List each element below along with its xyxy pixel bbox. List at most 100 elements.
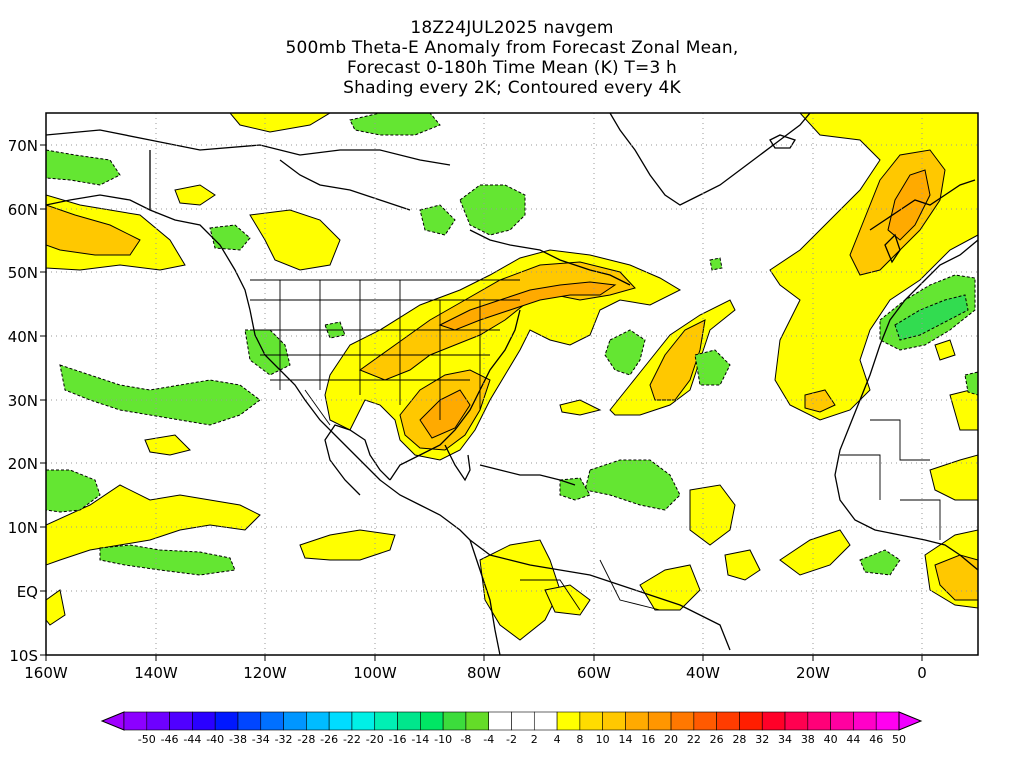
anomaly-region <box>604 329 646 376</box>
colorbar-swatch <box>351 711 376 731</box>
lat-label: EQ <box>17 583 38 601</box>
anomaly-region <box>804 389 836 413</box>
map-frame <box>45 112 979 656</box>
anomaly-region <box>144 434 191 456</box>
colorbar-label: 28 <box>732 733 746 746</box>
colorbar-swatch <box>306 711 330 731</box>
lat-label: 40N <box>8 328 38 346</box>
anomaly-region <box>724 549 761 581</box>
colorbar-swatch <box>602 711 626 731</box>
colorbar-label: 44 <box>846 733 860 746</box>
anomaly-region <box>46 469 101 513</box>
colorbar-label: -44 <box>183 733 201 746</box>
colorbar-label: -34 <box>252 733 270 746</box>
colorbar-label: 20 <box>664 733 678 746</box>
anomaly-region <box>99 544 236 576</box>
anomaly-region <box>894 294 969 341</box>
colorbar-label: -10 <box>434 733 452 746</box>
colorbar-label: -20 <box>366 733 384 746</box>
lon-label: 80W <box>467 664 501 682</box>
colorbar-swatch <box>465 711 490 731</box>
colorbar-swatch <box>214 711 239 731</box>
anomaly-region <box>689 484 736 546</box>
colorbar-swatch <box>488 711 512 731</box>
lat-label: 50N <box>8 264 38 282</box>
colorbar-swatch <box>853 711 877 731</box>
anomaly-region <box>459 184 526 236</box>
longitude-labels: 160W 140W 120W 100W 80W 60W 40W 20W 0 <box>24 664 927 682</box>
anomaly-region <box>419 204 456 236</box>
anomaly-region <box>59 364 261 426</box>
anomaly-region <box>229 113 331 133</box>
colorbar-swatch <box>374 711 398 731</box>
anomaly-region <box>694 349 731 386</box>
colorbar-swatch <box>169 711 193 731</box>
anomaly-region <box>299 529 396 561</box>
colorbar-label: -38 <box>229 733 247 746</box>
anomaly-region <box>964 371 978 396</box>
colorbar-label: 32 <box>755 733 769 746</box>
colorbar-swatch <box>670 711 695 731</box>
colorbar-arrow-right <box>898 711 923 731</box>
colorbar-label: 34 <box>778 733 792 746</box>
lon-label: 0 <box>917 664 927 682</box>
gridlines <box>46 113 978 655</box>
colorbar-label: -4 <box>483 733 494 746</box>
colorbar-label: -46 <box>161 733 179 746</box>
colorbar-label: 22 <box>687 733 701 746</box>
anomaly-region <box>929 454 978 501</box>
lat-label: 20N <box>8 455 38 473</box>
colorbar-label: 2 <box>531 733 538 746</box>
lon-label: 60W <box>577 664 611 682</box>
colorbar-label: -32 <box>275 733 293 746</box>
title-line-3: Forecast 0-180h Time Mean (K) T=3 h <box>346 58 678 78</box>
colorbar-label: -14 <box>411 733 429 746</box>
anomaly-region <box>639 564 701 611</box>
colorbar-label: 8 <box>576 733 583 746</box>
anomaly-region <box>249 209 341 271</box>
colorbar-swatch <box>875 711 900 731</box>
anomaly-region <box>859 549 901 576</box>
lat-label: 60N <box>8 201 38 219</box>
anomaly-region <box>174 184 216 206</box>
colorbar-swatch <box>192 711 216 731</box>
lon-label: 40W <box>686 664 720 682</box>
colorbar-swatch <box>123 711 148 731</box>
colorbar-swatch <box>511 711 535 731</box>
colorbar-swatch <box>397 711 421 731</box>
anomaly-region <box>46 484 261 566</box>
colorbar-label: -8 <box>460 733 471 746</box>
anomaly-region <box>209 224 251 251</box>
colorbar-label: -50 <box>138 733 156 746</box>
colorbar-label: 50 <box>892 733 906 746</box>
colorbar-swatch <box>830 711 854 731</box>
anomaly-region <box>584 459 681 511</box>
colorbar-label: -40 <box>206 733 224 746</box>
colorbar-swatch <box>693 711 717 731</box>
colorbar-label: -26 <box>320 733 338 746</box>
colorbar-swatch <box>420 711 444 731</box>
latitude-labels: 70N 60N 50N 40N 30N 20N 10N EQ 10S <box>8 137 38 665</box>
lat-label: 10S <box>9 647 38 665</box>
title-line-4: Shading every 2K; Contoured every 4K <box>343 78 681 98</box>
colorbar-swatch <box>328 711 353 731</box>
colorbar-label: 26 <box>710 733 724 746</box>
colorbar-swatch <box>739 711 763 731</box>
title-line-1: 18Z24JUL2025 navgem <box>410 18 614 38</box>
colorbar-label: 46 <box>869 733 883 746</box>
colorbar-arrow-left <box>100 711 125 731</box>
lat-label: 70N <box>8 137 38 155</box>
colorbar-swatch <box>761 711 786 731</box>
colorbar-swatch <box>237 711 262 731</box>
anomaly-region <box>46 149 121 186</box>
lon-label: 140W <box>134 664 178 682</box>
lat-label: 30N <box>8 392 38 410</box>
lon-label: 20W <box>796 664 830 682</box>
colorbar-swatch <box>807 711 831 731</box>
lon-label: 100W <box>353 664 397 682</box>
colorbar-label: 40 <box>824 733 838 746</box>
colorbar-swatch <box>533 711 558 731</box>
colorbar-swatch <box>579 711 603 731</box>
anomaly-region <box>709 257 723 271</box>
